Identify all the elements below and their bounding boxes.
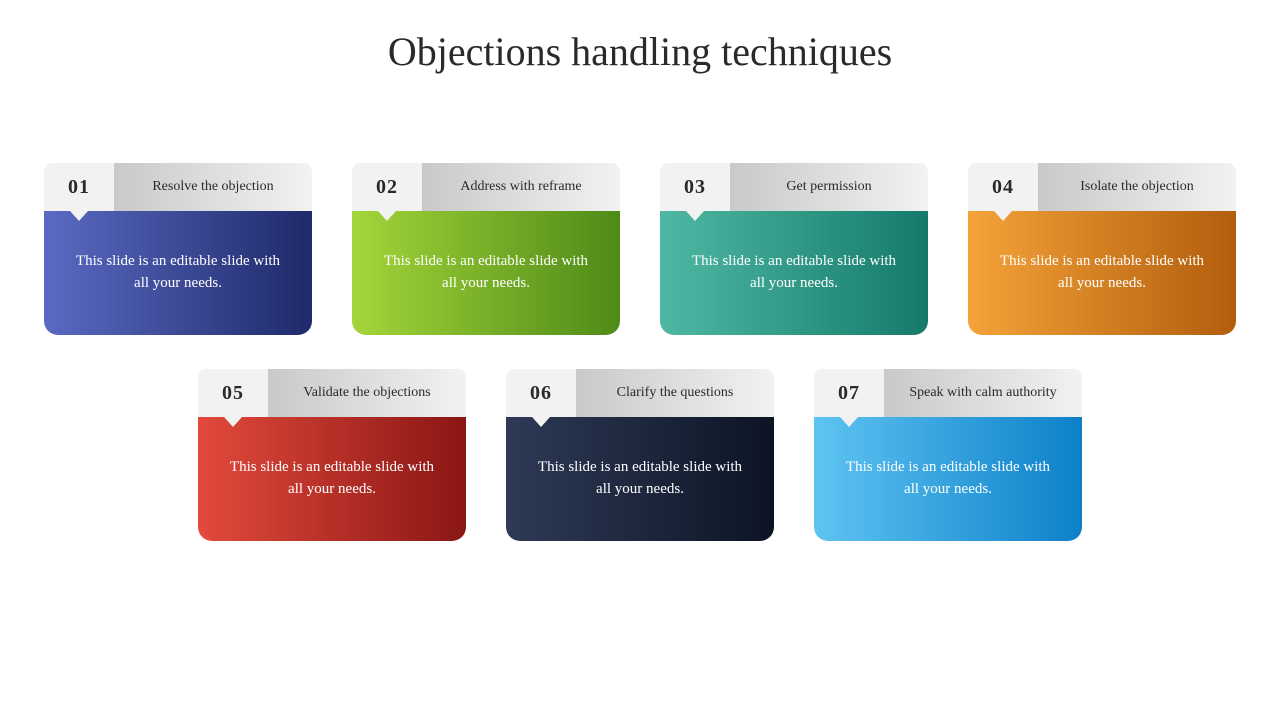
card-label: Get permission (730, 163, 928, 211)
card-label: Isolate the objection (1038, 163, 1236, 211)
card-row-2: 05Validate the objectionsThis slide is a… (0, 369, 1280, 541)
card-row-1: 01Resolve the objectionThis slide is an … (0, 163, 1280, 335)
technique-card: 05Validate the objectionsThis slide is a… (198, 369, 466, 541)
card-body: This slide is an editable slide with all… (968, 211, 1236, 335)
technique-card: 03Get permissionThis slide is an editabl… (660, 163, 928, 335)
card-body: This slide is an editable slide with all… (814, 417, 1082, 541)
card-label: Resolve the objection (114, 163, 312, 211)
card-label: Clarify the questions (576, 369, 774, 417)
technique-card: 04Isolate the objectionThis slide is an … (968, 163, 1236, 335)
card-number: 07 (814, 369, 884, 417)
card-number: 02 (352, 163, 422, 211)
card-body: This slide is an editable slide with all… (660, 211, 928, 335)
card-body: This slide is an editable slide with all… (44, 211, 312, 335)
card-header: 06Clarify the questions (506, 369, 774, 417)
card-header: 05Validate the objections (198, 369, 466, 417)
card-body: This slide is an editable slide with all… (352, 211, 620, 335)
card-body: This slide is an editable slide with all… (198, 417, 466, 541)
card-number: 01 (44, 163, 114, 211)
card-header: 02Address with reframe (352, 163, 620, 211)
technique-card: 01Resolve the objectionThis slide is an … (44, 163, 312, 335)
card-number: 05 (198, 369, 268, 417)
card-label: Address with reframe (422, 163, 620, 211)
card-number: 03 (660, 163, 730, 211)
technique-card: 06Clarify the questionsThis slide is an … (506, 369, 774, 541)
card-header: 03Get permission (660, 163, 928, 211)
card-number: 06 (506, 369, 576, 417)
technique-card: 07Speak with calm authorityThis slide is… (814, 369, 1082, 541)
card-number: 04 (968, 163, 1038, 211)
page-title: Objections handling techniques (0, 0, 1280, 75)
technique-card: 02Address with reframeThis slide is an e… (352, 163, 620, 335)
card-label: Validate the objections (268, 369, 466, 417)
card-header: 07Speak with calm authority (814, 369, 1082, 417)
card-label: Speak with calm authority (884, 369, 1082, 417)
card-body: This slide is an editable slide with all… (506, 417, 774, 541)
card-header: 04Isolate the objection (968, 163, 1236, 211)
card-header: 01Resolve the objection (44, 163, 312, 211)
